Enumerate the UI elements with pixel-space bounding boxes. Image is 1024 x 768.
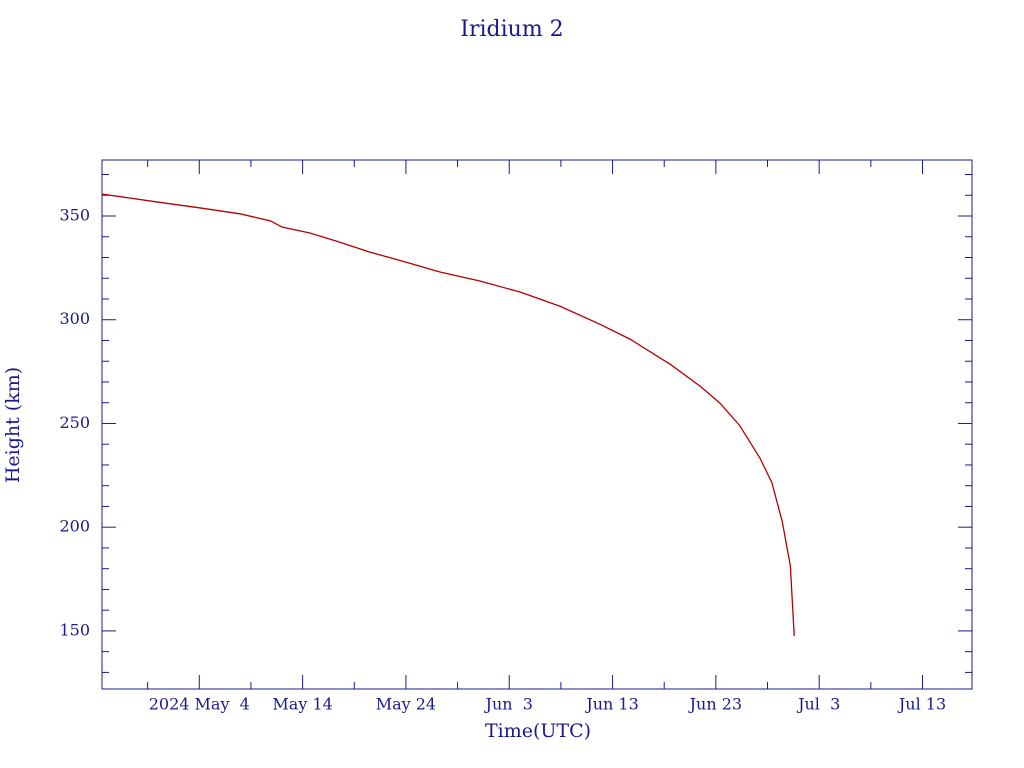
x-axis-label: Time(UTC) xyxy=(485,720,591,742)
chart-title: Iridium 2 xyxy=(460,17,563,42)
x-tick-label: Jul 13 xyxy=(897,695,946,714)
x-tick-label: May 24 xyxy=(376,695,436,714)
x-tick-label: Jul 3 xyxy=(796,695,840,714)
x-tick-label: Jun 13 xyxy=(584,695,638,714)
y-tick-label: 350 xyxy=(59,206,90,225)
x-tick-label: Jun 23 xyxy=(688,695,742,714)
y-tick-label: 300 xyxy=(59,309,90,328)
data-line xyxy=(101,193,795,636)
x-tick-label: 2024 May 4 xyxy=(149,695,250,714)
x-tick-label: May 14 xyxy=(272,695,332,714)
y-tick-label: 200 xyxy=(59,517,90,536)
y-tick-label: 250 xyxy=(59,413,90,432)
x-tick-label: Jun 3 xyxy=(484,695,533,714)
y-axis-label: Height (km) xyxy=(2,367,24,483)
plot-frame xyxy=(101,159,973,690)
y-tick-label: 150 xyxy=(59,620,90,639)
